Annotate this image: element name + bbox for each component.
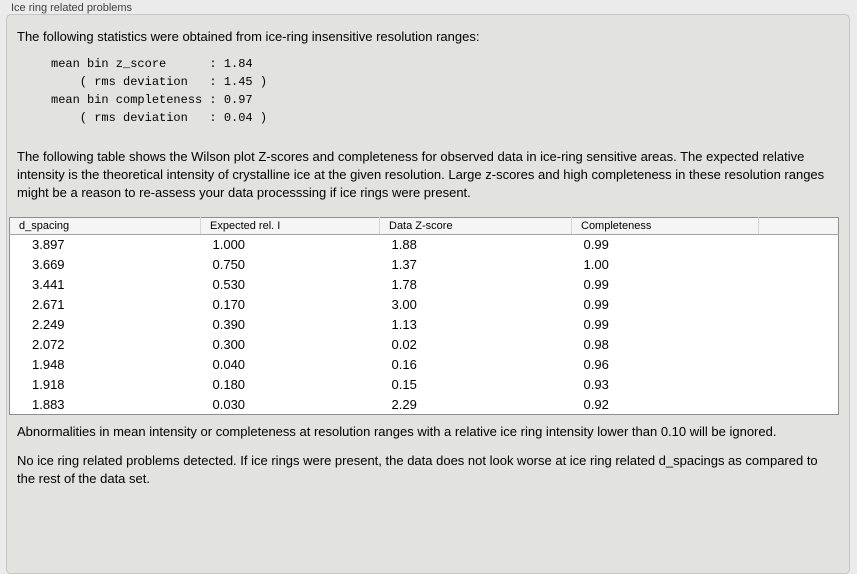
table-row[interactable]: 2.249 0.390 1.13 0.99 — [10, 315, 839, 335]
cell-expected-rel-i: 0.040 — [212, 357, 246, 372]
table-row[interactable]: 2.671 0.170 3.00 0.99 — [10, 295, 839, 315]
cell-expected-rel-i: 0.170 — [212, 297, 246, 312]
table-description-text: The following table shows the Wilson plo… — [17, 149, 825, 200]
cell-data-z-score: 0.16 — [391, 357, 417, 372]
group-box-title: Ice ring related problems — [11, 2, 133, 14]
table-row[interactable]: 3.897 1.000 1.88 0.99 — [10, 235, 839, 255]
column-header-completeness[interactable]: Completeness — [571, 217, 759, 235]
cell-spacer — [759, 395, 839, 415]
ignore-threshold-note: Abnormalities in mean intensity or compl… — [17, 424, 777, 439]
cell-completeness: 0.99 — [583, 277, 609, 292]
cell-d-spacing: 1.918 — [32, 377, 65, 392]
cell-completeness: 0.98 — [583, 337, 609, 352]
cell-data-z-score: 0.15 — [391, 377, 417, 392]
cell-data-z-score: 3.00 — [391, 297, 417, 312]
column-header-d-spacing[interactable]: d_spacing — [9, 217, 201, 235]
cell-d-spacing: 2.671 — [32, 297, 65, 312]
cell-expected-rel-i: 0.530 — [212, 277, 246, 292]
table-row[interactable]: 2.072 0.300 0.02 0.98 — [10, 335, 839, 355]
cell-d-spacing: 1.948 — [32, 357, 65, 372]
table-row[interactable]: 1.918 0.180 0.15 0.93 — [10, 375, 839, 395]
cell-data-z-score: 1.78 — [391, 277, 417, 292]
cell-d-spacing: 1.883 — [32, 396, 65, 412]
cell-completeness: 0.99 — [583, 297, 609, 312]
intro-text: The following statistics were obtained f… — [17, 29, 480, 44]
cell-data-z-score: 2.29 — [391, 396, 417, 412]
cell-expected-rel-i: 0.030 — [212, 396, 246, 412]
ice-ring-table: d_spacing Expected rel. I Data Z-score C… — [9, 217, 839, 415]
conclusion-note: No ice ring related problems detected. I… — [17, 453, 818, 486]
cell-data-z-score: 1.88 — [391, 237, 417, 253]
ice-ring-statistics-block: mean bin z_score : 1.84 ( rms deviation … — [51, 57, 268, 125]
cell-expected-rel-i: 0.750 — [212, 257, 246, 272]
column-header-expected-rel-i[interactable]: Expected rel. I — [200, 217, 380, 235]
cell-completeness: 0.99 — [583, 317, 609, 332]
cell-spacer — [759, 255, 839, 275]
cell-d-spacing: 3.441 — [32, 277, 65, 292]
cell-d-spacing: 2.249 — [32, 317, 65, 332]
cell-spacer — [759, 315, 839, 335]
column-header-data-z-score[interactable]: Data Z-score — [379, 217, 572, 235]
cell-spacer — [759, 275, 839, 295]
cell-completeness: 0.99 — [583, 237, 609, 253]
cell-expected-rel-i: 0.180 — [212, 377, 246, 392]
table-row[interactable]: 1.883 0.030 2.29 0.92 — [10, 395, 839, 415]
cell-completeness: 1.00 — [583, 257, 609, 272]
table-header-row: d_spacing Expected rel. I Data Z-score C… — [9, 217, 839, 235]
table-row[interactable]: 3.441 0.530 1.78 0.99 — [10, 275, 839, 295]
cell-d-spacing: 2.072 — [32, 337, 65, 352]
cell-d-spacing: 3.669 — [32, 257, 65, 272]
ice-ring-panel: The following statistics were obtained f… — [6, 14, 850, 574]
cell-data-z-score: 1.37 — [391, 257, 417, 272]
cell-spacer — [759, 235, 839, 255]
cell-expected-rel-i: 1.000 — [212, 237, 246, 253]
column-header-empty — [758, 217, 839, 235]
cell-spacer — [759, 335, 839, 355]
table-row[interactable]: 3.669 0.750 1.37 1.00 — [10, 255, 839, 275]
cell-spacer — [759, 375, 839, 395]
cell-expected-rel-i: 0.390 — [212, 317, 246, 332]
cell-expected-rel-i: 0.300 — [212, 337, 246, 352]
cell-completeness: 0.93 — [583, 377, 609, 392]
cell-data-z-score: 1.13 — [391, 317, 417, 332]
cell-spacer — [759, 295, 839, 315]
cell-completeness: 0.96 — [583, 357, 609, 372]
cell-spacer — [759, 355, 839, 375]
table-row[interactable]: 1.948 0.040 0.16 0.96 — [10, 355, 839, 375]
cell-d-spacing: 3.897 — [32, 237, 65, 253]
cell-data-z-score: 0.02 — [391, 337, 417, 352]
cell-completeness: 0.92 — [583, 396, 609, 412]
